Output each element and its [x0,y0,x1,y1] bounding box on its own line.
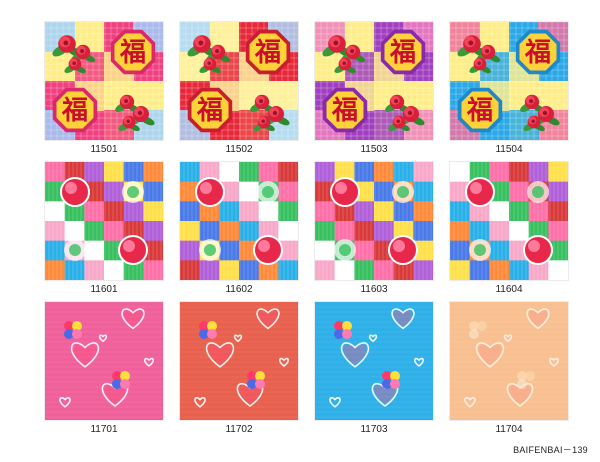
fu-character: 福 [389,38,416,68]
tile-code-label: 11701 [90,424,118,435]
floral-motif-icon [60,177,148,265]
tile-card[interactable]: 福福 11504 [450,22,568,155]
tile-pattern-image[interactable]: 福福 [180,22,298,140]
tile-card[interactable]: 福福 11502 [180,22,298,155]
tile-card[interactable]: 11702 [180,302,298,435]
tile-pattern-image[interactable]: 福福 [45,22,163,140]
rose-bouquet-icon [322,35,366,74]
rose-bouquet-icon [520,94,560,132]
tile-card[interactable]: 11604 [450,162,568,295]
rose-bouquet-icon [115,94,155,132]
catalog-page-footer: BAIFENBAI－139 [513,445,588,455]
tile-code-label: 11603 [360,284,388,295]
tile-pattern-image[interactable] [180,302,298,420]
tile-card[interactable]: 福福 11501 [45,22,163,155]
tile-code-label: 11504 [495,144,523,155]
tile-card[interactable]: 11701 [45,302,163,435]
rose-bouquet-icon [187,35,231,74]
tile-card[interactable]: 11603 [315,162,433,295]
tile-code-label: 11503 [360,144,388,155]
fu-character: 福 [61,96,88,126]
floral-motif-icon [330,177,418,265]
tile-code-label: 11702 [225,424,253,435]
tile-code-label: 11703 [360,424,388,435]
fu-character: 福 [254,38,281,68]
tile-card[interactable]: 11602 [180,162,298,295]
tile-pattern-image[interactable]: 福福 [315,22,433,140]
tile-code-label: 11704 [495,424,523,435]
flower-cluster-icon [199,321,265,389]
floral-motif-icon [465,177,553,265]
tile-pattern-image[interactable] [45,162,163,280]
tile-pattern-image[interactable] [450,162,568,280]
rose-bouquet-icon [52,35,96,74]
fu-character: 福 [524,38,551,68]
fu-character: 福 [331,96,358,126]
tile-code-label: 11602 [225,284,253,295]
heart-motif-icon [59,308,154,408]
tile-card[interactable]: 福福 11503 [315,22,433,155]
tile-pattern-image[interactable] [315,302,433,420]
fu-character: 福 [196,96,223,126]
tile-code-label: 11501 [90,144,118,155]
tile-pattern-image[interactable] [315,162,433,280]
flower-cluster-icon [64,321,130,389]
flower-cluster-icon [469,321,535,389]
flower-cluster-icon [334,321,400,389]
floral-motif-icon [195,177,283,265]
tile-pattern-image[interactable] [180,162,298,280]
rose-bouquet-icon [457,35,501,74]
tile-card[interactable]: 11601 [45,162,163,295]
tile-code-label: 11502 [225,144,253,155]
tile-pattern-image[interactable]: 福福 [450,22,568,140]
heart-motif-icon [194,308,289,408]
fu-character: 福 [119,38,146,68]
fu-character: 福 [466,96,493,126]
tile-code-label: 11604 [495,284,523,295]
tile-pattern-image[interactable] [450,302,568,420]
tile-code-label: 11601 [90,284,118,295]
heart-motif-icon [464,308,559,408]
rose-bouquet-icon [385,94,425,132]
tile-pattern-image[interactable] [45,302,163,420]
tile-card[interactable]: 11704 [450,302,568,435]
rose-bouquet-icon [250,94,290,132]
tile-card[interactable]: 11703 [315,302,433,435]
